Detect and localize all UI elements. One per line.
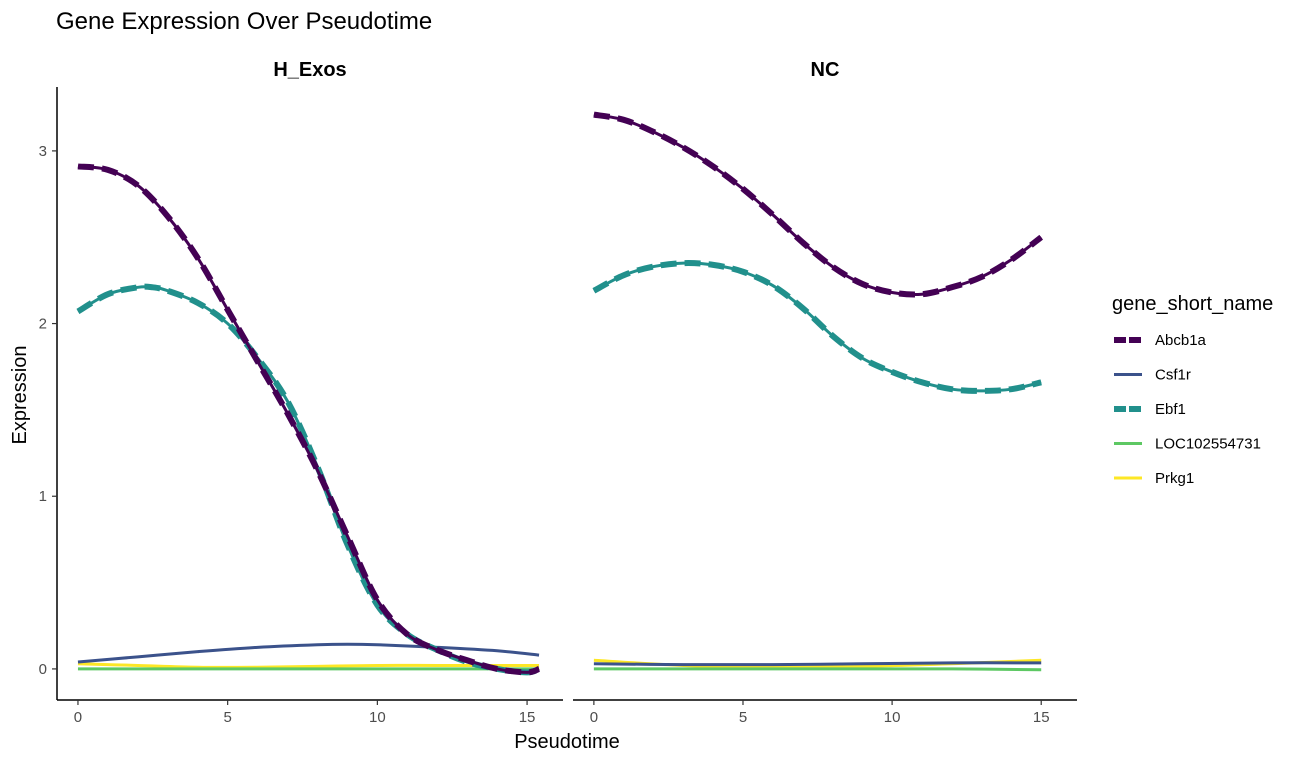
y-tick-label: 1 <box>39 488 47 505</box>
series-line-csf1r <box>593 661 1042 667</box>
legend-label: Prkg1 <box>1155 470 1194 487</box>
x-tick-label: 0 <box>590 709 598 726</box>
facet-strip-label: H_Exos <box>273 59 346 81</box>
legend-label: Ebf1 <box>1155 401 1186 418</box>
x-axis-title: Pseudotime <box>514 731 620 753</box>
y-tick-label: 3 <box>39 143 47 160</box>
series-line-base-abcb1a <box>593 113 1043 297</box>
x-tick-label: 0 <box>74 709 82 726</box>
panel-nc: NC 0 5 10 15 <box>573 59 1077 726</box>
legend-item-ebf1: Ebf1 <box>1114 401 1186 418</box>
legend: gene_short_name Abcb1a Csf1r Ebf1 LOC102554… <box>1112 293 1273 487</box>
legend-item-abcb1a: Abcb1a <box>1114 332 1207 349</box>
x-tick-label: 10 <box>369 709 386 726</box>
x-tick-label: 10 <box>884 709 901 726</box>
legend-title: gene_short_name <box>1112 293 1273 315</box>
series-line-abcb1a <box>593 111 1044 298</box>
y-tick-label: 2 <box>39 316 47 333</box>
legend-item-prkg1: Prkg1 <box>1114 470 1194 487</box>
y-axis-title: Expression <box>9 346 31 445</box>
legend-label: LOC102554731 <box>1155 436 1261 453</box>
facet-strip-label: NC <box>811 59 840 81</box>
series-line-loc102554731 <box>593 667 1042 672</box>
series-line-base-ebf1 <box>77 285 540 674</box>
x-tick-label: 5 <box>223 709 231 726</box>
legend-label: Csf1r <box>1155 367 1191 384</box>
x-tick-label: 15 <box>1033 709 1050 726</box>
legend-item-loc102554731: LOC102554731 <box>1114 436 1261 453</box>
series-line-ebf1 <box>592 260 1042 394</box>
chart-title: Gene Expression Over Pseudotime <box>56 8 432 35</box>
x-tick-label: 5 <box>739 709 747 726</box>
series-line-base-abcb1a <box>77 164 540 674</box>
facet-panels: H_Exos 0 1 2 3 0 5 10 15 NC 0 5 10 15 <box>39 59 1077 726</box>
series-line-ebf1 <box>76 283 541 676</box>
panel-h-exos: H_Exos 0 1 2 3 0 5 10 15 <box>39 59 563 726</box>
x-tick-label: 15 <box>519 709 536 726</box>
series-line-abcb1a <box>77 163 541 676</box>
legend-item-csf1r: Csf1r <box>1114 367 1191 384</box>
series-line-csf1r <box>77 642 540 664</box>
y-tick-label: 0 <box>39 661 47 678</box>
legend-label: Abcb1a <box>1155 332 1207 349</box>
